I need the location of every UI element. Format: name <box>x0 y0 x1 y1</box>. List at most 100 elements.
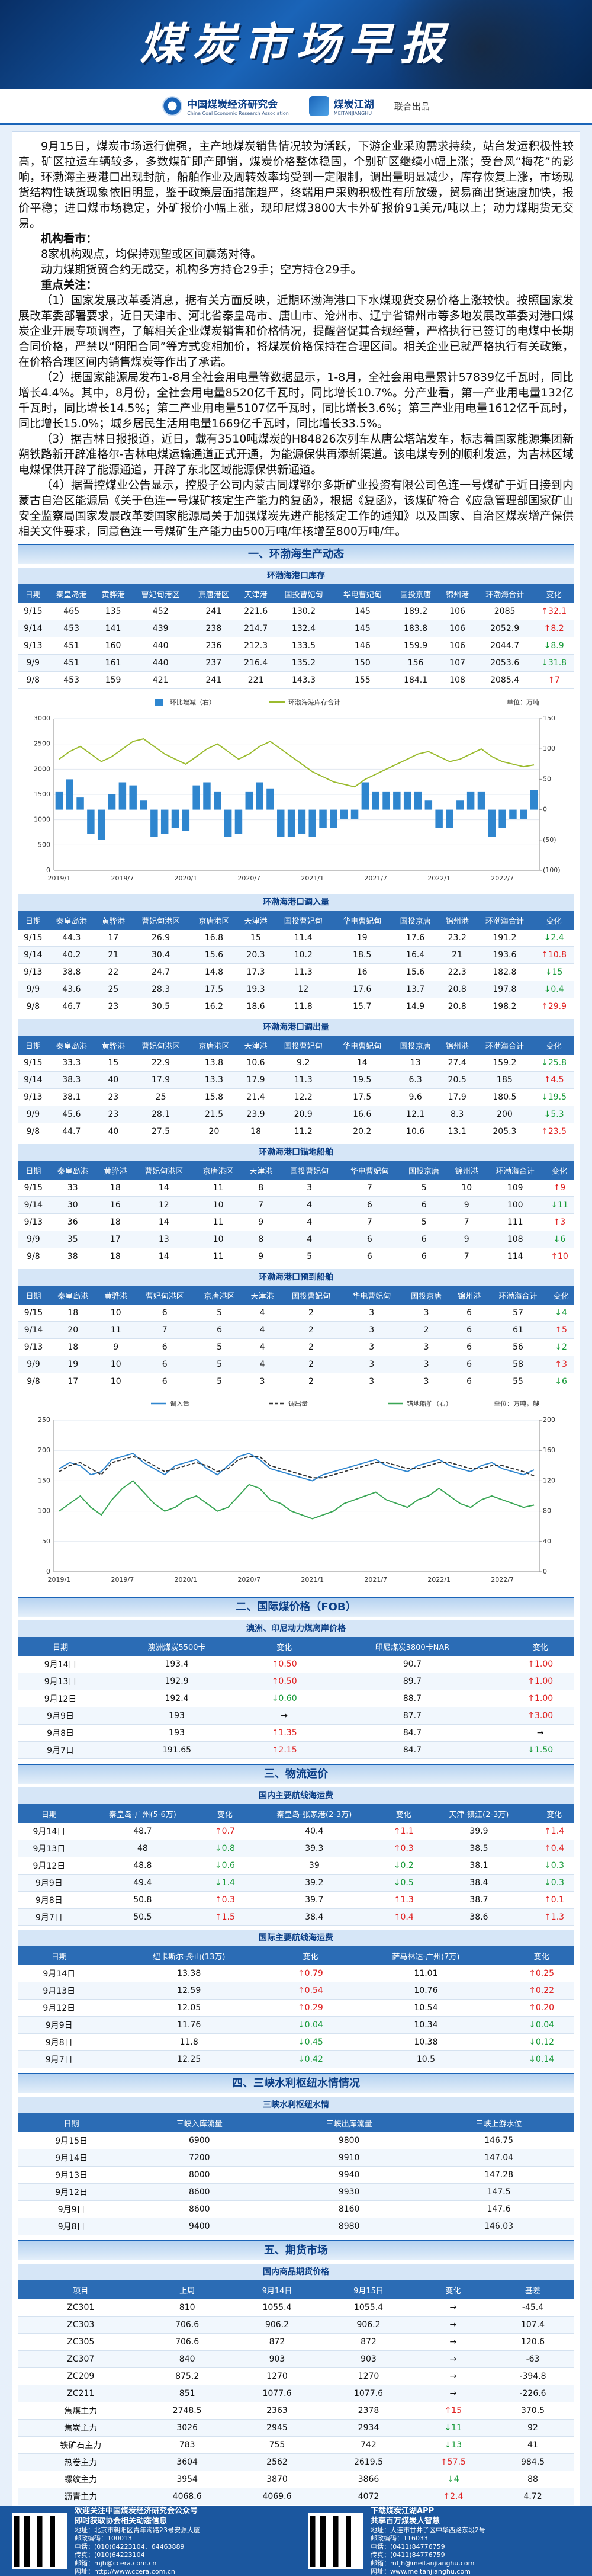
table-cell: 10.6 <box>237 1055 274 1072</box>
table-cell: 6 <box>134 1356 195 1373</box>
table-title: 国内商品期货价格 <box>18 2264 574 2280</box>
table-cell: 4069.6 <box>231 2488 323 2505</box>
table-cell: ↑32.1 <box>534 603 574 620</box>
y2-tick-label: 150 <box>543 715 555 722</box>
paragraph: （2）据国家能源局发布1-8月全社会用电量等数据显示，1-8月，全社会用电量累计… <box>18 371 574 430</box>
table-cell: 155 <box>333 671 392 689</box>
table-cell: 20.2 <box>333 1123 392 1140</box>
table-cell: 452 <box>131 603 190 620</box>
table-row: 9/8 38 18 14 11 9 5 6 6 7 114 ↑10 <box>18 1248 574 1265</box>
table-cell: 8 <box>242 1180 279 1197</box>
chart-box: 环比增减（右） 环渤海港库存合计 单位：万吨 0 500 1000 1500 2000 2500… <box>18 693 574 890</box>
column-header: 日期 <box>18 1036 48 1055</box>
column-header: 国投京唐 <box>400 1161 449 1180</box>
column-header: 变化 <box>509 1946 574 1965</box>
table-cell: 22.3 <box>439 963 475 981</box>
table-cell: 12.1 <box>391 1106 439 1123</box>
column-header: 锦州港 <box>439 1036 475 1055</box>
column-header: 环渤海合计 <box>475 584 535 603</box>
table-cell: 439 <box>131 620 190 637</box>
table-row: 9月8日 50.8 ↑0.3 39.7 ↑1.3 38.7 ↑0.1 <box>18 1891 574 1909</box>
table-head: 项目 上周 9月14日 9月15日 变化 基差 <box>18 2280 574 2299</box>
column-header: 京唐港区 <box>190 911 238 930</box>
x-tick-label: 2022/7 <box>491 1576 514 1584</box>
table-cell: 9/8 <box>18 1123 48 1140</box>
column-header: 纽卡斯尔-舟山(13万) <box>99 1946 278 1965</box>
column-header: 黄骅港 <box>96 1161 134 1180</box>
table-cell: ↓25.8 <box>534 1055 574 1072</box>
table-cell: 114 <box>485 1248 546 1265</box>
table-cell: ↑0.22 <box>509 1982 574 2000</box>
table-cell: 198.2 <box>475 998 535 1015</box>
table-cell: 22 <box>95 963 131 981</box>
table-cell: 17 <box>95 930 131 947</box>
column-header: 变化 <box>545 1161 574 1180</box>
data-table: 日期 纽卡斯尔-舟山(13万) 变化 萨马林达-广州(7万) 变化 9月14日 13.38 ↑… <box>18 1946 574 2068</box>
table-row: 9月7日 191.65 ↑2.15 84.7 ↓1.50 <box>18 1741 574 1759</box>
x-tick-label: 2021/1 <box>301 1576 324 1584</box>
table-cell: 39.2 <box>244 1874 384 1892</box>
table-head: 日期 纽卡斯尔-舟山(13万) 变化 萨马林达-广州(7万) 变化 <box>18 1946 574 1965</box>
table-cell: 17.9 <box>439 1088 475 1106</box>
table-cell: 903 <box>323 2350 414 2368</box>
table-cell: 12.59 <box>99 1982 278 2000</box>
table-cell: ↑1.5 <box>205 1908 244 1926</box>
bar <box>498 809 506 828</box>
table-cell: 150 <box>333 654 392 672</box>
column-header: 9月14日 <box>231 2280 323 2299</box>
column-header: 日期 <box>18 2113 125 2132</box>
table-cell: 14 <box>133 1180 194 1197</box>
table-cell: 6 <box>451 1321 488 1339</box>
column-header: 变化 <box>384 1804 423 1823</box>
column-header: 变化 <box>548 1286 574 1305</box>
table-cell: 9月13日 <box>18 1982 100 2000</box>
column-header: 秦皇岛港 <box>47 911 95 930</box>
table-cell: 147.04 <box>424 2149 574 2167</box>
table-cell: 107.4 <box>492 2316 574 2334</box>
table-cell: ↑2.4 <box>414 2488 493 2505</box>
table-cell: ↑0.3 <box>384 1840 423 1857</box>
table-cell: 49.4 <box>79 1874 205 1892</box>
y2-tick-label: 160 <box>543 1446 555 1454</box>
table-cell: 21 <box>95 946 131 964</box>
paragraph: 9月15日，煤炭市场运行偏强，主产地煤炭销售情况较为活跃，下游企业采购需求持续，… <box>18 140 574 230</box>
table-cell: 90.7 <box>317 1656 507 1673</box>
table-cell: 21 <box>439 946 475 964</box>
table-cell: 38.4 <box>423 1874 535 1892</box>
table-cell: 46.7 <box>47 998 95 1015</box>
bar <box>108 794 116 810</box>
unit-label: 单位：万吨 <box>507 698 539 706</box>
bar <box>140 800 147 810</box>
table-cell: 7 <box>448 1213 485 1231</box>
table-cell: ↑1.3 <box>384 1891 423 1909</box>
table-cell: 18 <box>49 1305 98 1322</box>
table-cell: 9/9 <box>18 981 48 998</box>
contact-line: 电话：(0411)84776759 <box>371 2543 445 2551</box>
table-cell: 9月12日 <box>18 2183 125 2201</box>
table-cell: 10.2 <box>274 946 333 964</box>
table-cell: 200 <box>475 1106 535 1123</box>
table-cell: 161 <box>95 654 131 672</box>
org-text: 中国煤炭经济研究会 China Coal Economic Research A… <box>187 96 289 116</box>
bar <box>76 797 84 810</box>
table-cell: 193.4 <box>102 1656 251 1673</box>
table-cell: 5 <box>195 1338 244 1356</box>
chart: 环比增减（右） 环渤海港库存合计 单位：万吨05001000150020002500… <box>34 698 561 882</box>
header-row: 日期 秦皇岛港 黄骅港 曹妃甸港区 京唐港区 天津港 国投曹妃甸 华电曹妃甸 国投京唐 锦州港 环渤… <box>18 911 574 930</box>
table-title: 环渤海港口调出量 <box>18 1019 574 1036</box>
table-cell: ↑0.7 <box>205 1823 244 1840</box>
table-cell: ↑1.00 <box>507 1656 574 1673</box>
column-header: 变化 <box>534 584 574 603</box>
table-cell: 84.7 <box>317 1724 507 1742</box>
table-cell: 6 <box>134 1305 195 1322</box>
table-row: 9/13 36 18 14 11 9 4 7 5 7 111 ↑3 <box>18 1213 574 1231</box>
table-cell: ↓11 <box>545 1196 574 1214</box>
contact-line: 邮政编码：100013 <box>75 2535 132 2542</box>
chart: 调入量 调出量 锚地船舶（右） 单位：万吨，艘 0 50 100 150 200 250 0 40 80… <box>38 1399 555 1584</box>
table-cell: 17.5 <box>190 981 238 998</box>
y-tick-label: 2000 <box>34 765 50 773</box>
table-cell: 9月8日 <box>18 1891 80 1909</box>
table-cell: 135.2 <box>274 654 333 672</box>
table-cell: 8000 <box>124 2166 275 2184</box>
table-cell: 9月9日 <box>18 2016 100 2034</box>
